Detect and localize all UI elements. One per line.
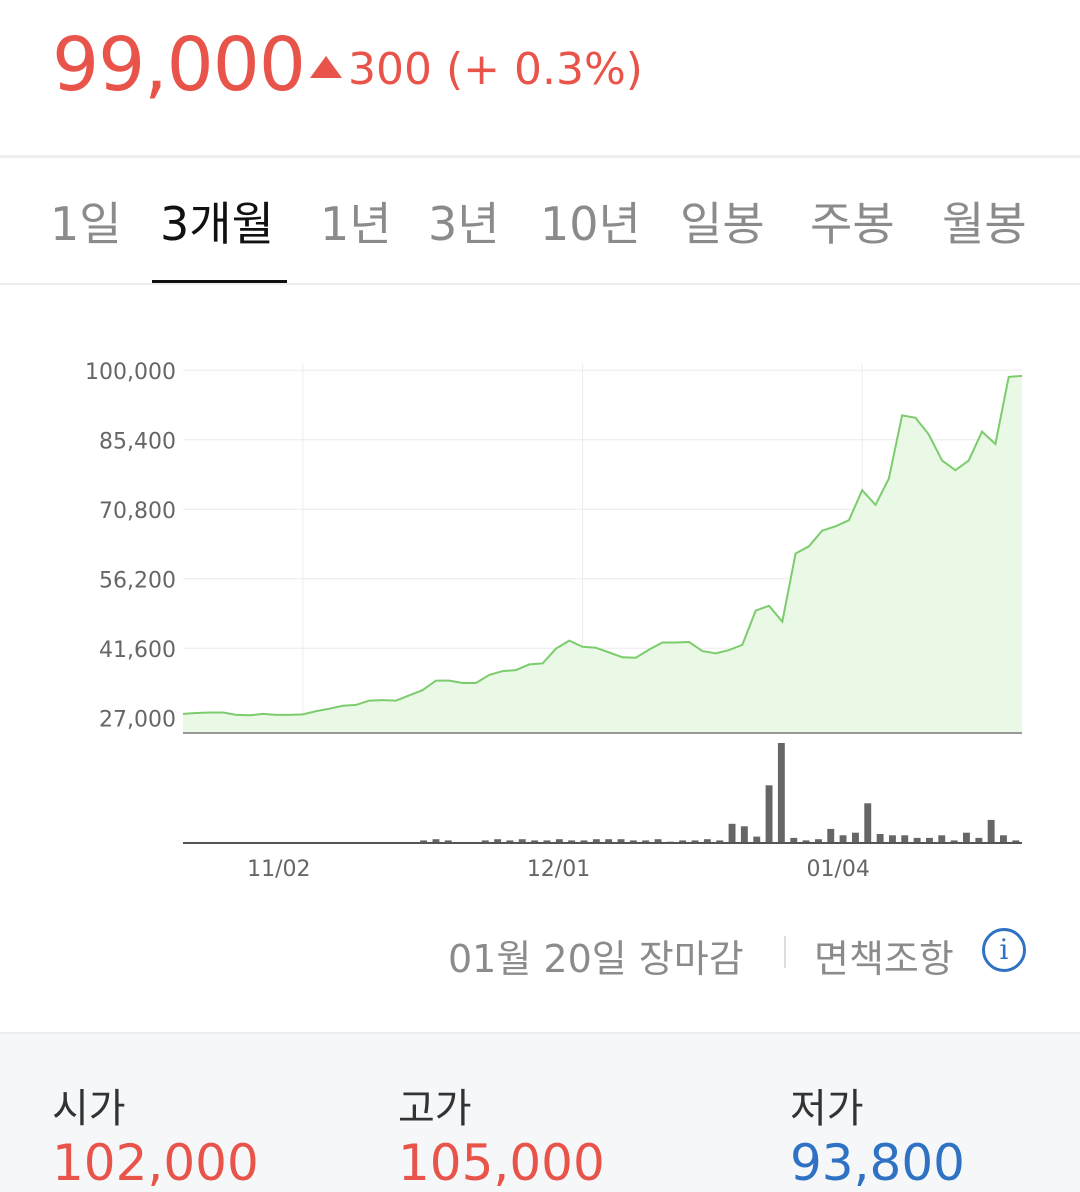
volume-bar (975, 837, 983, 843)
volume-bar (444, 840, 452, 843)
volume-bar (494, 839, 502, 843)
price-chart: 100,000 85,400 70,800 56,200 41,600 27,000 11/… (85, 360, 1023, 882)
volume-bar (679, 840, 687, 843)
volume-bar (1000, 835, 1007, 843)
volume-bar (420, 840, 427, 843)
price-line (182, 374, 1023, 717)
tab-10year[interactable]: 10년 (540, 197, 641, 251)
volume-bar (617, 839, 625, 843)
high-label: 고가 (398, 1086, 472, 1132)
volume-bar (950, 840, 958, 843)
stats-panel: 시가 102,000 고가 105,000 저가 93,800 (0, 1032, 1080, 1192)
triangle-up-icon (310, 56, 342, 78)
volume-bar (790, 837, 798, 843)
volume-bar (852, 832, 859, 843)
volume-bar (703, 839, 711, 843)
tab-1day[interactable]: 1일 (50, 197, 122, 251)
tab-1year[interactable]: 1년 (320, 197, 392, 251)
volume-bar (518, 839, 526, 843)
volume-bar (815, 839, 822, 843)
header-divider (0, 155, 1080, 158)
x-tick-label: 11/02 (247, 857, 310, 882)
info-icon[interactable]: i (982, 928, 1026, 972)
volume-bar (938, 835, 946, 843)
volume-bar (716, 840, 724, 843)
volume-bar (543, 840, 551, 843)
period-tabs: 1일 3개월 1년 3년 10년 일봉 주봉 월봉 (0, 158, 1080, 282)
volume-bar (629, 840, 637, 843)
footer-separator (784, 936, 786, 968)
tab-daily-candle[interactable]: 일봉 (680, 197, 765, 251)
price-header: 99,000 300 (+ 0.3%) (0, 0, 1080, 155)
y-tick-label: 27,000 (99, 708, 176, 733)
low-label: 저가 (790, 1086, 864, 1132)
volume-bar (506, 840, 514, 843)
low-value: 93,800 (790, 1134, 965, 1192)
high-value: 105,000 (398, 1134, 605, 1192)
y-tick-label: 100,000 (85, 360, 176, 385)
volume-bar (963, 832, 970, 843)
volume-bar (827, 828, 835, 843)
volume-bar (531, 840, 539, 843)
tabs-divider (0, 283, 1080, 285)
volume-bar (691, 840, 699, 843)
active-tab-underline (152, 280, 287, 284)
volume-bar (728, 823, 736, 843)
volume-bar (481, 840, 489, 843)
y-tick-label: 56,200 (99, 569, 176, 594)
volume-bar (654, 839, 662, 843)
open-label: 시가 (52, 1086, 126, 1132)
volume-bar (642, 840, 650, 843)
volume-bar (555, 839, 563, 843)
tab-3year[interactable]: 3년 (428, 197, 500, 251)
volume-bar (432, 839, 440, 843)
volume-bar (802, 840, 810, 843)
disclaimer-link[interactable]: 면책조항 (814, 937, 954, 981)
x-tick-label: 01/04 (806, 857, 869, 882)
volume-bar (580, 840, 588, 843)
volume-bar (913, 837, 921, 843)
volume-bar (901, 835, 909, 843)
volume-bar (740, 826, 748, 843)
volume-bar (765, 785, 773, 843)
y-tick-label: 85,400 (99, 430, 176, 455)
price-area (183, 375, 1022, 732)
y-tick-label: 41,600 (99, 638, 176, 663)
volume-bar (889, 835, 896, 843)
volume-bar (864, 803, 872, 843)
market-close-text: 01월 20일 장마감 (448, 937, 744, 981)
volume-bar (1012, 840, 1020, 843)
volume-bar (839, 835, 847, 843)
volume-bar (987, 819, 995, 843)
volume-bar (876, 834, 884, 843)
price-change-text: 300 (+ 0.3%) (348, 44, 643, 95)
open-value: 102,000 (52, 1134, 259, 1192)
volume-bar (753, 836, 761, 843)
price-change: 300 (+ 0.3%) (310, 44, 643, 95)
volume-bar (592, 839, 600, 843)
tab-weekly-candle[interactable]: 주봉 (810, 197, 895, 251)
volume-bar (568, 840, 576, 843)
y-tick-label: 70,800 (99, 499, 176, 524)
volume-bar (926, 837, 933, 843)
x-tick-label: 12/01 (527, 857, 590, 882)
volume-bar (777, 743, 785, 843)
tab-monthly-candle[interactable]: 월봉 (942, 197, 1027, 251)
current-price: 99,000 (52, 22, 306, 108)
tab-3month[interactable]: 3개월 (160, 197, 274, 251)
volume-bar (605, 839, 613, 843)
